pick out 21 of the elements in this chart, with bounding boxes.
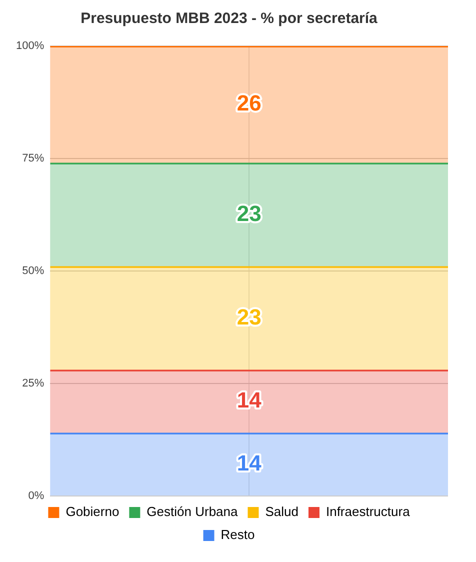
legend-label: Resto [220, 527, 255, 542]
y-tick-label: 75% [22, 152, 44, 165]
y-tick-label: 50% [22, 265, 44, 278]
legend-label: Infraestructura [326, 504, 411, 520]
legend-label: Gestión Urbana [146, 504, 239, 520]
data-label: 23 [236, 304, 262, 330]
data-label: 14 [236, 388, 262, 413]
bar [50, 370, 448, 433]
chart-title: Presupuesto MBB 2023 - % por secretaría [80, 10, 378, 28]
legend-label: Gobierno [66, 504, 120, 520]
legend-label: Salud [265, 504, 298, 520]
bar [50, 266, 448, 370]
y-tick-label: 25% [22, 378, 44, 390]
data-label: 23 [236, 200, 262, 226]
bar [50, 162, 448, 266]
bar [50, 46, 448, 163]
y-tick-label: 0% [28, 490, 44, 502]
data-label: 14 [236, 450, 262, 476]
data-label: 26 [236, 90, 262, 116]
bar [50, 432, 448, 496]
y-tick-label: 100% [16, 40, 44, 52]
